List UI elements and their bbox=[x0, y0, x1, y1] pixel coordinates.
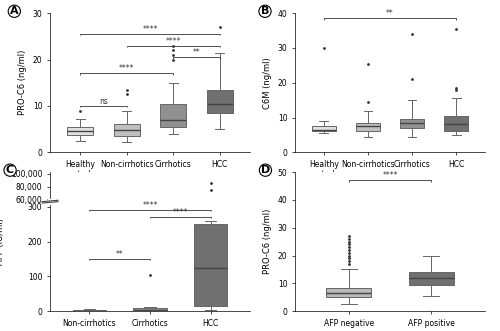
Bar bbox=[72, 310, 106, 311]
Bar bbox=[400, 119, 424, 128]
Text: ****: **** bbox=[172, 208, 188, 217]
Bar bbox=[68, 127, 93, 135]
Bar bbox=[160, 104, 186, 127]
Y-axis label: AFP (IU/ml): AFP (IU/ml) bbox=[0, 218, 6, 265]
Text: A: A bbox=[10, 6, 18, 16]
Text: D: D bbox=[261, 165, 270, 175]
Bar bbox=[194, 224, 228, 306]
Text: ****: **** bbox=[166, 36, 181, 46]
Bar bbox=[444, 116, 468, 131]
Text: ****: **** bbox=[119, 64, 134, 73]
Text: **: ** bbox=[386, 9, 394, 18]
Y-axis label: C6M (ng/ml): C6M (ng/ml) bbox=[263, 57, 272, 109]
Y-axis label: PRO-C6 (ng/ml): PRO-C6 (ng/ml) bbox=[18, 50, 27, 116]
Bar bbox=[134, 308, 166, 310]
Text: C: C bbox=[6, 165, 14, 175]
Bar bbox=[207, 90, 233, 113]
Bar bbox=[114, 124, 140, 136]
Text: **: ** bbox=[192, 48, 200, 57]
Text: B: B bbox=[261, 6, 269, 16]
Y-axis label: PRO-C6 (ng/ml): PRO-C6 (ng/ml) bbox=[263, 209, 272, 274]
Text: **: ** bbox=[116, 250, 124, 259]
Bar bbox=[356, 123, 380, 131]
Text: ns: ns bbox=[99, 97, 108, 106]
Text: ****: **** bbox=[142, 25, 158, 34]
Bar bbox=[326, 288, 372, 297]
Text: ****: **** bbox=[382, 171, 398, 180]
Text: ****: **** bbox=[142, 201, 158, 210]
Bar bbox=[312, 126, 336, 131]
Bar bbox=[408, 272, 454, 285]
